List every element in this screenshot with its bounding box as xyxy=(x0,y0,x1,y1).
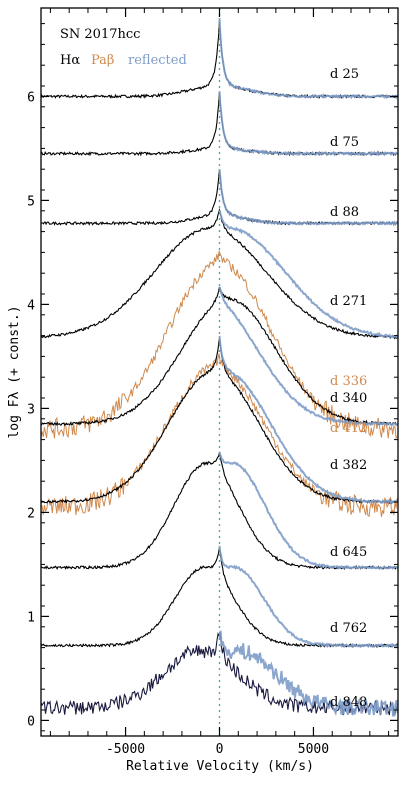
reflected-trace xyxy=(218,286,398,427)
y-axis-title: log Fλ (+ const.) xyxy=(7,305,22,438)
y-tick-label: 0 xyxy=(27,714,35,729)
legend-reflected: reflected xyxy=(128,53,187,68)
epoch-label: d 382 xyxy=(330,458,367,473)
reflected-trace xyxy=(218,18,398,100)
x-axis-title: Relative Velocity (km/s) xyxy=(126,759,314,774)
reflected-trace xyxy=(218,545,398,649)
y-tick-label: 6 xyxy=(27,90,35,105)
reflected-trace xyxy=(218,169,398,227)
x-tick-label: 5000 xyxy=(298,742,329,757)
axis-ticks: 0 1 2 3 4 5 6 -5000 0 5000 xyxy=(27,8,398,757)
legend-pabeta: Paβ xyxy=(91,53,114,68)
epoch-label: d 848 xyxy=(330,695,367,710)
y-tick-label: 2 xyxy=(27,506,35,521)
x-tick-label: 0 xyxy=(216,742,224,757)
epoch-label: d 645 xyxy=(330,545,367,560)
epoch-label: d 88 xyxy=(330,205,359,220)
epoch-label: d 25 xyxy=(330,67,359,82)
y-tick-label: 3 xyxy=(27,402,35,417)
reflected-trace xyxy=(218,451,398,570)
reflected-trace xyxy=(218,335,398,505)
epoch-label: d 412 xyxy=(330,421,367,436)
y-tick-label: 4 xyxy=(27,298,35,313)
legend: Hα Paβ reflected xyxy=(60,53,187,68)
x-tick-label: -5000 xyxy=(106,742,145,757)
epoch-label: d 75 xyxy=(330,135,359,150)
epoch-label: d 336 xyxy=(330,374,367,389)
epoch-label: d 271 xyxy=(330,294,367,309)
epoch-label: d 762 xyxy=(330,621,367,636)
legend-halpha: Hα xyxy=(60,53,80,68)
reflected-trace xyxy=(218,209,398,339)
chart-title: SN 2017hcc xyxy=(60,27,140,42)
y-tick-label: 1 xyxy=(27,610,35,625)
reflected-trace xyxy=(218,630,398,717)
epoch-label: d 340 xyxy=(330,391,367,406)
reflected-trace xyxy=(218,91,398,157)
spectrum-trace xyxy=(41,207,398,340)
y-tick-label: 5 xyxy=(27,194,35,209)
epoch-labels: d 25 d 75 d 88 d 271 d 336 d 340 d 412 d 382 d 6… xyxy=(330,67,367,710)
